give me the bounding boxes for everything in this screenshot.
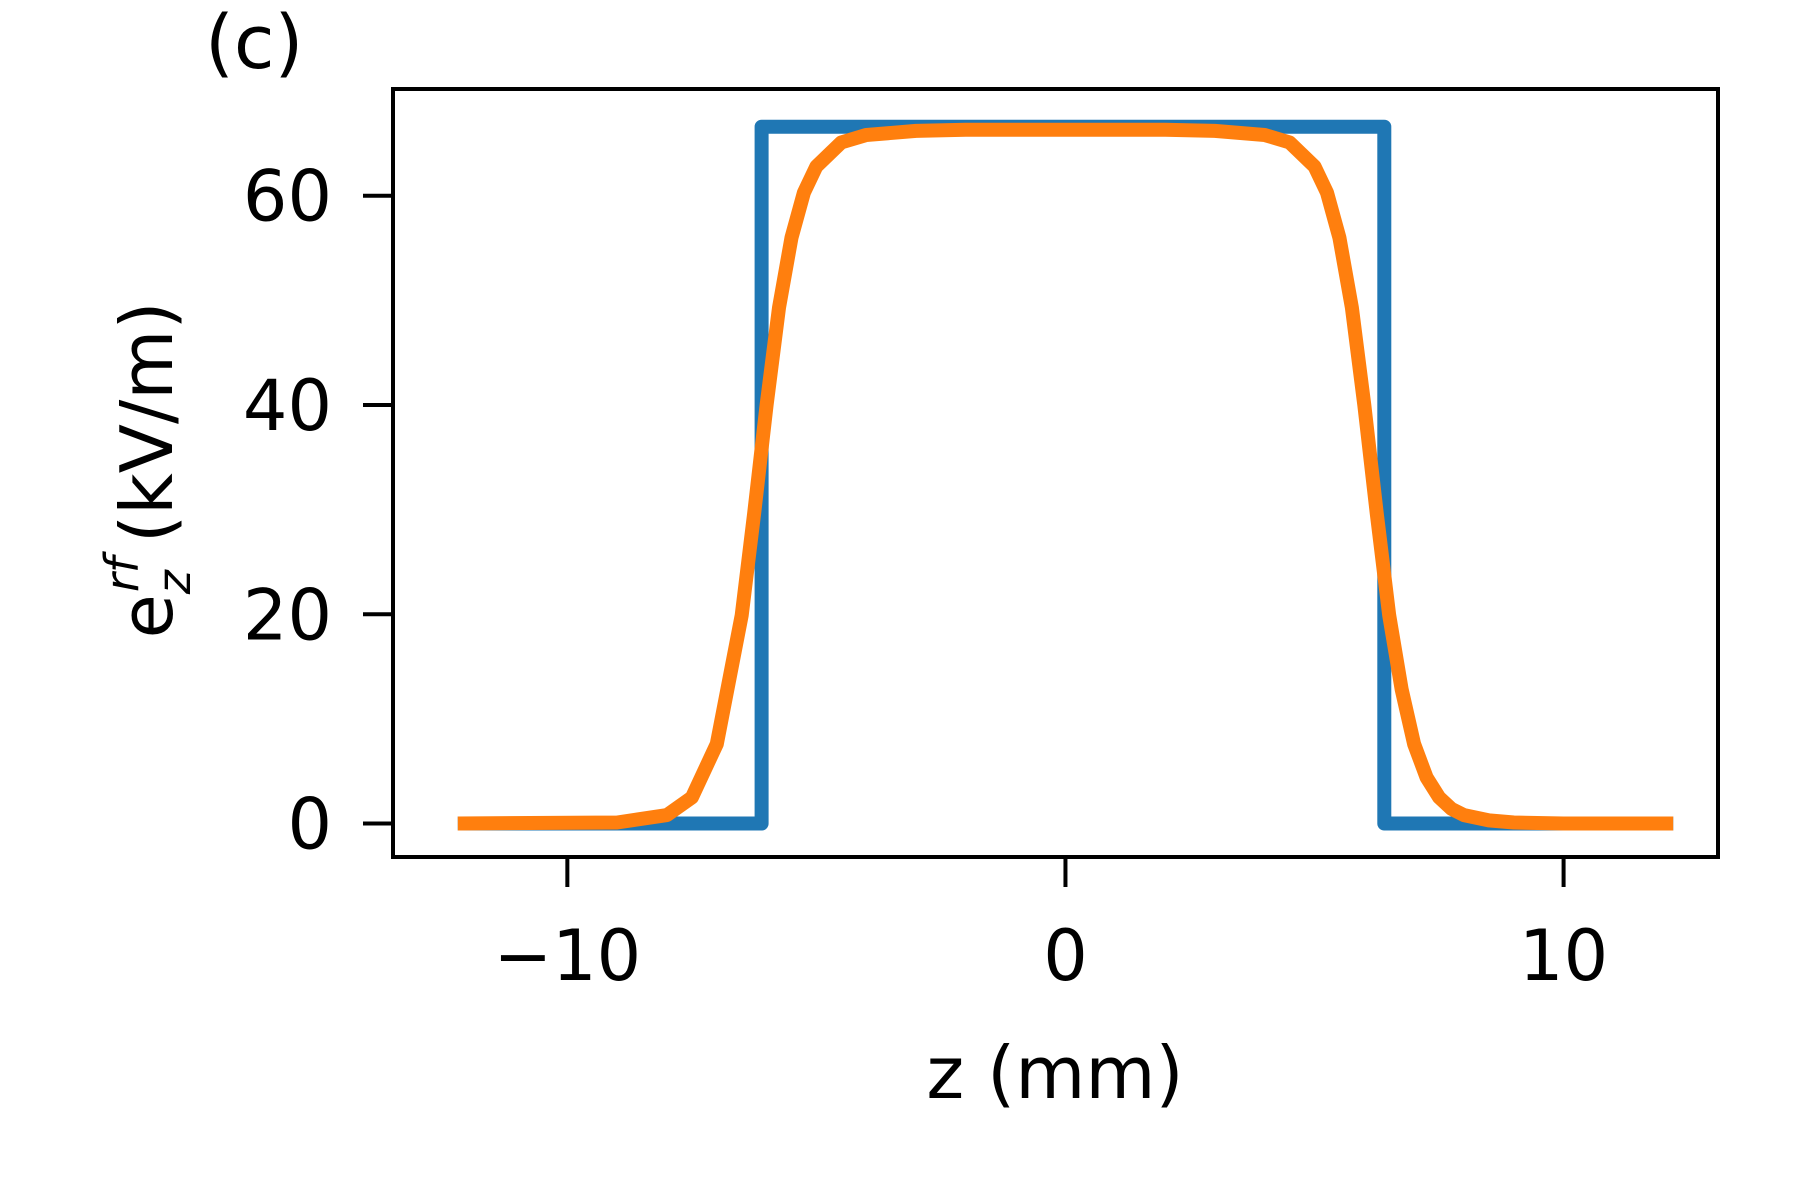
y-axis-label-subscript: z bbox=[147, 569, 201, 595]
x-tick-label: 0 bbox=[1043, 915, 1088, 997]
y-axis-label-base: e bbox=[105, 594, 189, 638]
x-axis-label: z (mm) bbox=[926, 1031, 1183, 1115]
plot-background bbox=[393, 89, 1718, 857]
x-tick-label: 10 bbox=[1519, 915, 1608, 997]
x-tick-label: −10 bbox=[493, 915, 641, 997]
x-axis-ticks: −10 0 10 bbox=[493, 857, 1608, 997]
plot-area bbox=[391, 87, 1720, 859]
panel-label: (c) bbox=[205, 0, 303, 86]
y-axis-label-unit: (kV/m) bbox=[105, 301, 189, 543]
y-tick-label: 0 bbox=[287, 784, 332, 866]
y-tick-label: 40 bbox=[243, 365, 332, 447]
series-layer bbox=[457, 119, 1674, 831]
y-axis-label-superscript: rf bbox=[95, 551, 149, 592]
y-tick-label: 20 bbox=[243, 574, 332, 656]
y-axis-label: ezrf (kV/m) bbox=[95, 301, 201, 638]
plot-frame bbox=[391, 87, 1720, 859]
series-line-2 bbox=[457, 122, 1674, 831]
svg-text:ezrf(kV/m): ezrf (kV/m) bbox=[95, 301, 201, 638]
y-tick-label: 60 bbox=[243, 156, 332, 238]
y-axis-ticks: 0 20 40 60 bbox=[243, 156, 393, 866]
